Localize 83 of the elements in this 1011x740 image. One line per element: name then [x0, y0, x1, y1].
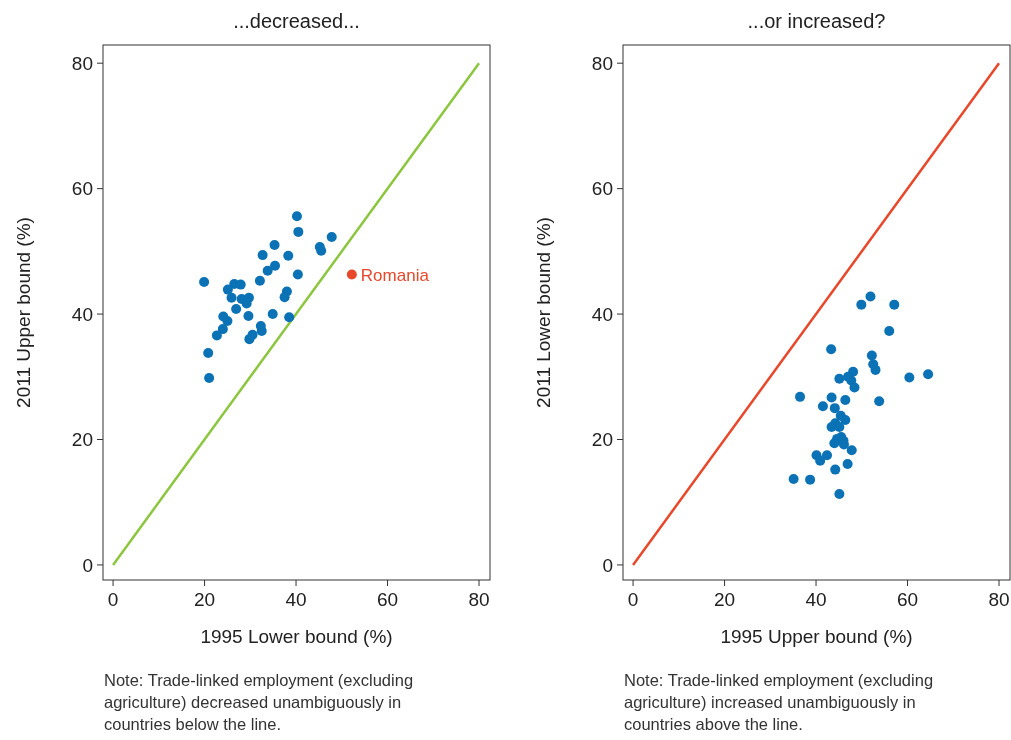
x-tick-label: 40	[805, 589, 827, 610]
point	[262, 265, 273, 276]
series-label: Romania	[360, 265, 430, 285]
point	[817, 401, 828, 412]
y-tick-label: 40	[71, 303, 93, 325]
point	[889, 299, 900, 310]
x-axis-title: 1995 Lower bound (%)	[200, 626, 393, 647]
point	[846, 445, 857, 456]
y-tick-label: 80	[591, 52, 613, 74]
point	[256, 326, 267, 336]
point	[830, 464, 841, 475]
chart-title: ...or increased?	[747, 10, 886, 32]
point	[199, 277, 210, 288]
y-axis-title: 2011 Lower bound (%)	[533, 217, 554, 408]
point	[211, 330, 222, 341]
y-tick-label: 60	[71, 178, 93, 200]
point	[904, 372, 915, 383]
y-tick-label: 0	[602, 554, 613, 576]
point	[203, 347, 214, 358]
point	[226, 292, 237, 303]
y-tick-label: 60	[591, 178, 613, 200]
x-tick-label: 80	[468, 589, 490, 610]
point	[834, 373, 845, 384]
point	[270, 260, 280, 271]
text: Note: Trade-linked employment (excluding agriculture) increased unambiguously in countries above the line.	[624, 671, 934, 733]
point	[204, 373, 215, 384]
point	[243, 310, 254, 321]
point	[326, 231, 337, 242]
point	[244, 334, 255, 345]
point	[222, 315, 233, 326]
point	[805, 474, 816, 485]
y-tick-label: 40	[591, 303, 613, 325]
point	[815, 455, 826, 466]
x-tick-label: 80	[988, 589, 1010, 610]
point	[284, 312, 295, 323]
point	[231, 304, 242, 315]
point	[254, 275, 265, 286]
x-tick-label: 60	[896, 589, 919, 610]
point	[842, 458, 853, 469]
point	[291, 211, 302, 222]
y-tick-label: 80	[71, 52, 93, 74]
point	[257, 250, 268, 261]
y-tick-label: 0	[82, 554, 93, 576]
x-tick-label: 20	[193, 589, 216, 610]
point	[840, 415, 851, 426]
y-tick-label: 20	[71, 429, 93, 451]
x-tick-label: 40	[285, 589, 307, 610]
point	[865, 291, 876, 302]
point	[856, 299, 867, 310]
point	[829, 438, 840, 449]
point	[923, 369, 934, 380]
x-tick-label: 20	[713, 589, 736, 610]
text: Note: Trade-linked employment (excluding agriculture) decreased unambiguously in countries below the line.	[104, 671, 414, 733]
point	[840, 394, 851, 405]
point	[292, 269, 303, 280]
point	[834, 421, 845, 432]
x-tick-label: 60	[376, 589, 399, 610]
point	[788, 474, 799, 485]
point	[826, 392, 837, 403]
point	[870, 364, 881, 375]
chart-title: ...decreased...	[233, 10, 360, 32]
y-axis-title: 2011 Upper bound (%)	[13, 217, 34, 408]
point	[829, 403, 840, 414]
point	[849, 382, 860, 393]
point	[826, 344, 837, 355]
x-axis-title: 1995 Upper bound (%)	[720, 626, 913, 647]
point	[279, 292, 290, 303]
y-tick-label: 20	[591, 429, 613, 451]
point	[267, 309, 278, 320]
point	[834, 489, 845, 500]
point	[269, 240, 280, 251]
point	[874, 396, 885, 407]
point	[866, 350, 877, 361]
point	[217, 324, 228, 335]
point	[822, 450, 833, 461]
x-tick-label: 0	[627, 589, 639, 610]
point	[346, 269, 357, 280]
point	[795, 391, 806, 402]
point	[283, 250, 294, 261]
point	[293, 226, 304, 237]
point	[884, 326, 895, 336]
point	[222, 284, 233, 295]
x-tick-label: 0	[107, 589, 119, 610]
